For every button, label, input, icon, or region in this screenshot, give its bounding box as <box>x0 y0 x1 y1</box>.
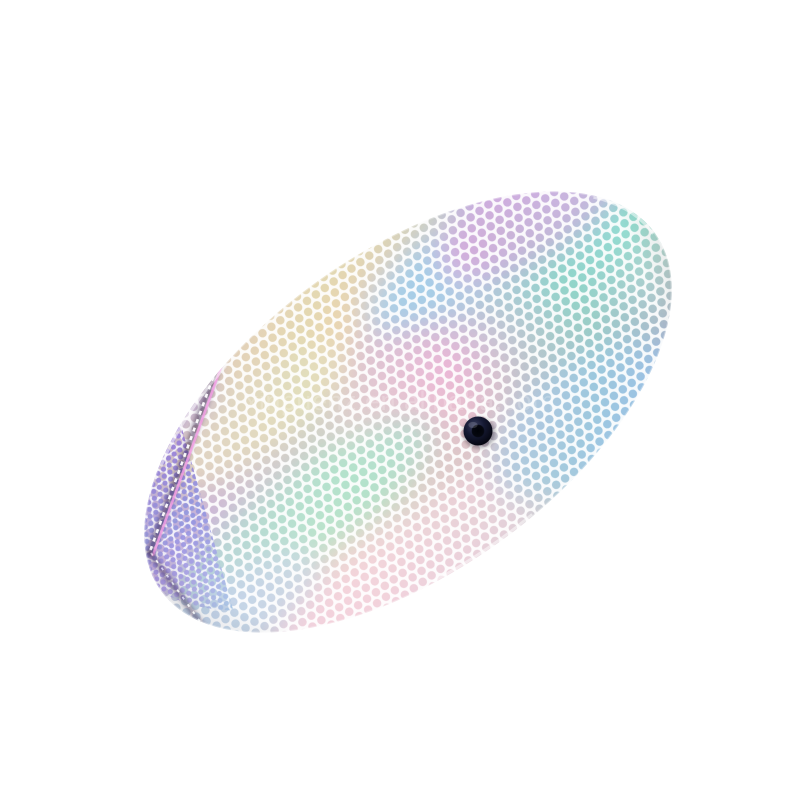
valve-highlight <box>468 421 478 429</box>
valve-hole <box>471 424 485 438</box>
ball-outline <box>143 190 673 634</box>
inflation-valve <box>463 416 495 448</box>
rim-light <box>144 192 672 632</box>
